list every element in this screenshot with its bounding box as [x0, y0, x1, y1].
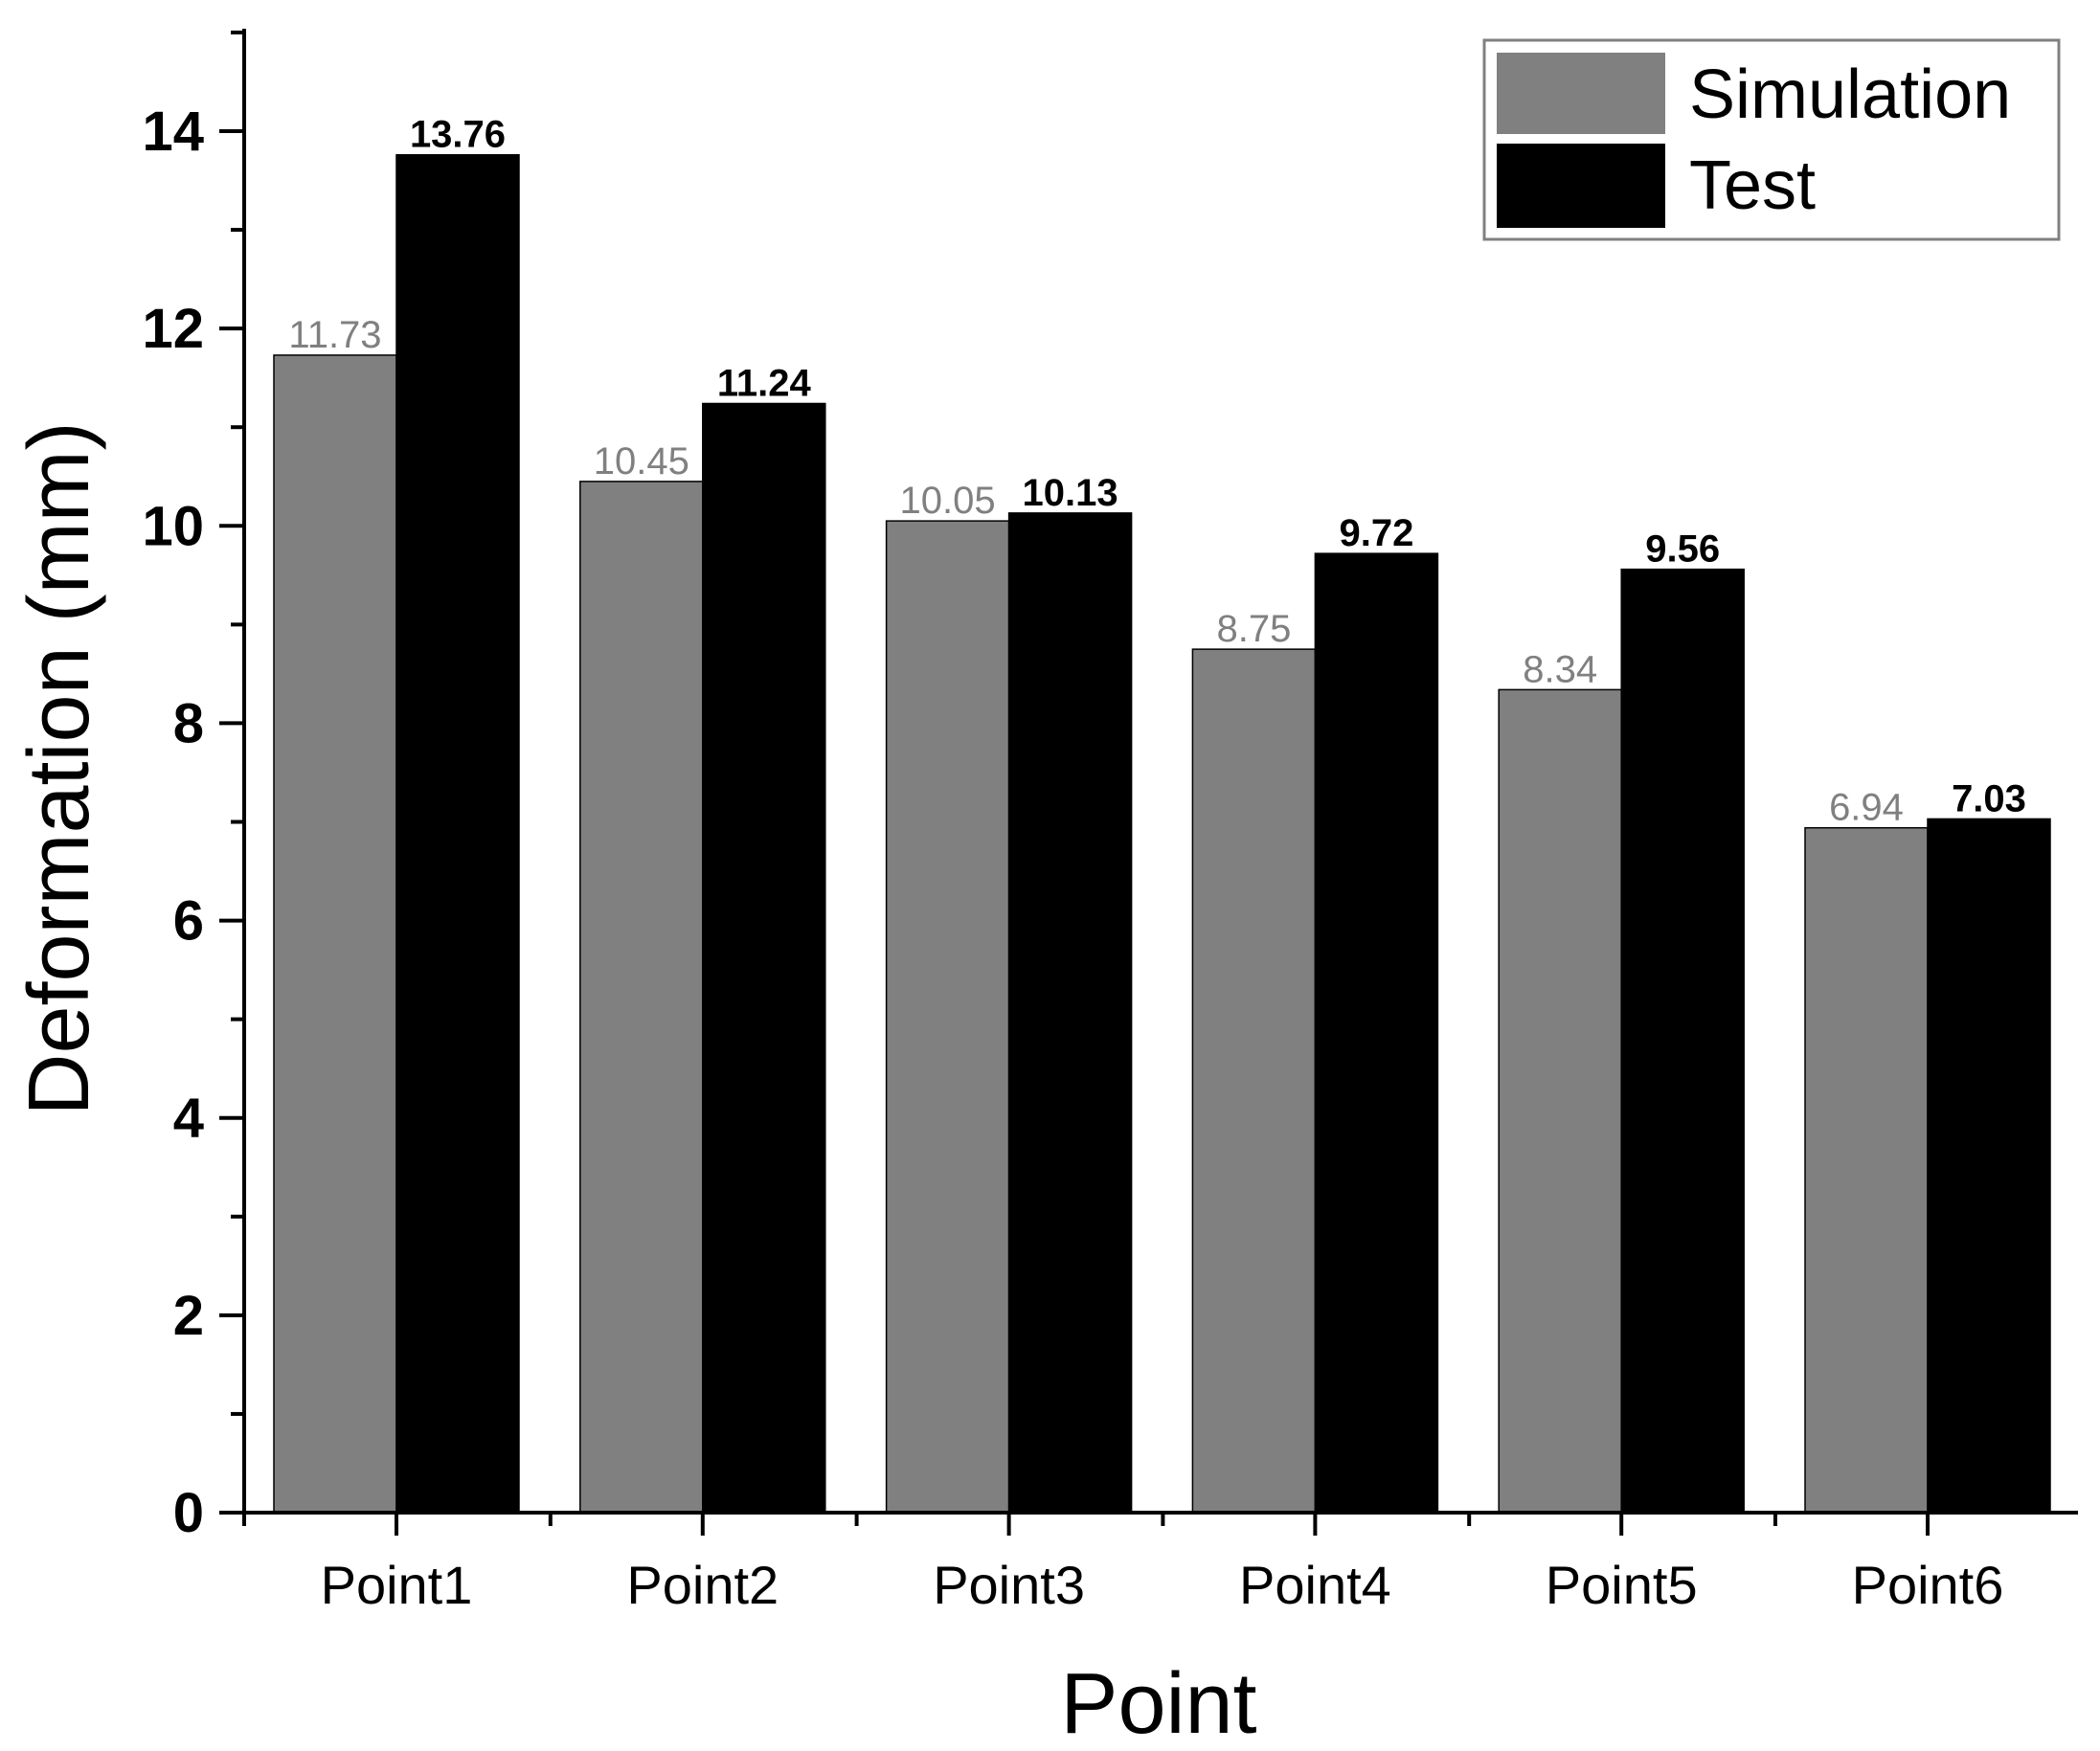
- x-ticks-group: Point1 Point2 Point3 Point4 Point5 Point6: [242, 1513, 2004, 1615]
- bar-simulation-point4: [1191, 648, 1317, 1514]
- bar-test-point6: [1927, 818, 2051, 1514]
- value-label-test-point4: 9.72: [1339, 512, 1413, 554]
- value-label-simulation-point1: 11.73: [288, 314, 381, 356]
- y-tick-label: 4: [173, 1088, 204, 1150]
- x-axis-title: Point: [1060, 1656, 1256, 1751]
- value-label-simulation-point3: 10.05: [900, 480, 996, 522]
- y-tick-label: 6: [173, 890, 204, 953]
- value-label-test-point1: 13.76: [410, 114, 506, 156]
- value-label-test-point3: 10.13: [1023, 472, 1118, 514]
- bar-simulation-point6: [1804, 826, 1929, 1514]
- value-label-simulation-point2: 10.45: [594, 440, 689, 483]
- bar-test-point5: [1620, 568, 1745, 1514]
- bar-simulation-point5: [1498, 688, 1622, 1514]
- y-tick-label: 12: [142, 298, 204, 360]
- value-label-simulation-point4: 8.75: [1216, 608, 1291, 650]
- x-tick-label-point3: Point3: [933, 1555, 1085, 1615]
- bar-test-point4: [1314, 552, 1439, 1514]
- bar-test-point2: [702, 402, 826, 1514]
- y-axis-title: Deformation (mm): [11, 421, 107, 1115]
- x-tick-label-point6: Point6: [1852, 1555, 2004, 1615]
- bar-simulation-point2: [579, 481, 704, 1514]
- legend-swatch-simulation: [1497, 53, 1665, 134]
- y-tick-label: 10: [142, 495, 204, 557]
- value-label-simulation-point6: 6.94: [1829, 787, 1904, 829]
- x-tick-label-point5: Point5: [1546, 1555, 1698, 1615]
- x-tick-label-point2: Point2: [626, 1555, 779, 1615]
- bars-group: [273, 153, 2051, 1514]
- y-tick-label: 8: [173, 692, 204, 754]
- legend-label-simulation: Simulation: [1689, 56, 2011, 133]
- value-label-test-point6: 7.03: [1952, 777, 2026, 819]
- legend-label-test: Test: [1689, 147, 1816, 224]
- value-labels-group: 11.73 13.76 10.45 11.24 10.05 10.13 8.75 9.72 8.…: [288, 114, 2026, 829]
- y-ticks-group: 0 2 4 6 8 10 12 14: [142, 30, 244, 1544]
- legend-swatch-test: [1497, 144, 1665, 228]
- x-tick-label-point1: Point1: [321, 1555, 473, 1615]
- y-tick-label: 14: [142, 101, 204, 163]
- value-label-simulation-point5: 8.34: [1523, 648, 1597, 690]
- bar-simulation-point1: [273, 354, 397, 1514]
- y-tick-label: 0: [173, 1482, 204, 1544]
- bar-simulation-point3: [885, 520, 1010, 1514]
- bar-test-point1: [395, 153, 520, 1514]
- value-label-test-point5: 9.56: [1645, 528, 1720, 571]
- bar-test-point3: [1007, 512, 1133, 1514]
- y-tick-label: 2: [173, 1285, 204, 1347]
- axes-group: [242, 29, 2078, 1515]
- x-tick-label-point4: Point4: [1239, 1555, 1391, 1615]
- legend: Simulation Test: [1482, 38, 2061, 241]
- value-label-test-point2: 11.24: [717, 362, 812, 404]
